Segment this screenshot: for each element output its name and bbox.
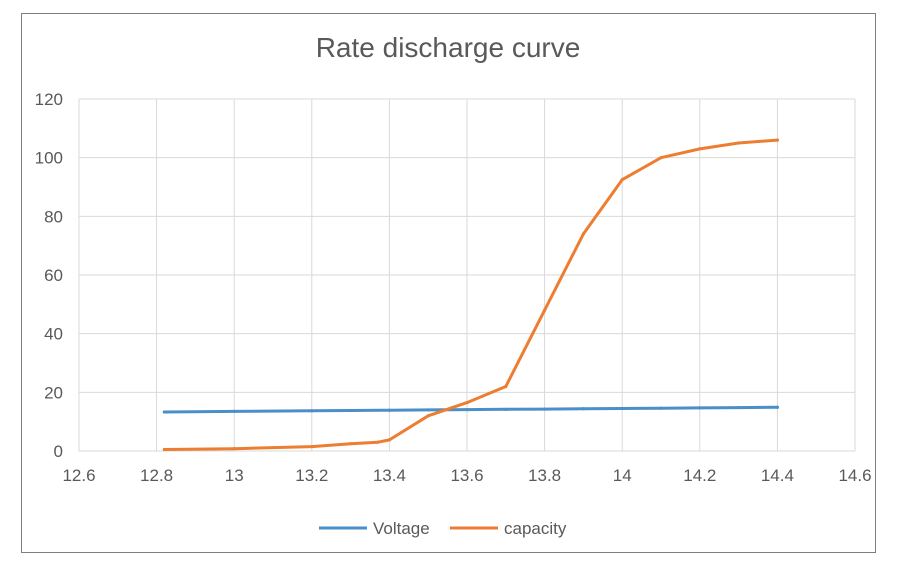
chart-frame: Rate discharge curve 12.6 12.8 13 13.2 13.4 1… bbox=[21, 13, 876, 553]
x-tick-label: 13.6 bbox=[450, 466, 483, 485]
x-tick-label: 14.2 bbox=[683, 466, 716, 485]
y-tick-label: 40 bbox=[44, 325, 63, 344]
data-point bbox=[426, 414, 430, 418]
series-capacity bbox=[162, 138, 780, 452]
data-point bbox=[504, 407, 508, 411]
data-point bbox=[659, 156, 663, 160]
y-tick-label: 100 bbox=[35, 149, 63, 168]
data-point bbox=[310, 409, 314, 413]
y-tick-label: 0 bbox=[54, 442, 63, 461]
x-tick-label: 14.4 bbox=[761, 466, 794, 485]
data-point bbox=[775, 138, 780, 142]
data-point bbox=[698, 406, 702, 410]
series-voltage bbox=[162, 405, 780, 414]
tick-layer: 12.6 12.8 13 13.2 13.4 13.6 13.8 14 14.2 14.4 14.6… bbox=[35, 90, 872, 485]
x-tick-label: 14.6 bbox=[838, 466, 871, 485]
data-point bbox=[162, 410, 166, 414]
data-point bbox=[349, 408, 353, 413]
data-point bbox=[698, 147, 702, 151]
series-line-capacity bbox=[162, 138, 779, 451]
data-point bbox=[465, 401, 469, 405]
data-point bbox=[581, 232, 586, 236]
x-tick-label: 12.6 bbox=[62, 466, 95, 485]
data-point bbox=[349, 442, 353, 446]
x-tick-label: 14 bbox=[613, 466, 632, 485]
x-tick-label: 13 bbox=[225, 466, 244, 485]
x-tick-label: 13.2 bbox=[295, 466, 328, 485]
legend-item-voltage: Voltage bbox=[319, 519, 430, 538]
series-line-voltage bbox=[162, 405, 779, 414]
data-point bbox=[775, 405, 780, 409]
data-point bbox=[543, 407, 547, 411]
series-layer bbox=[162, 138, 780, 452]
data-point bbox=[426, 408, 430, 412]
y-tick-label: 60 bbox=[44, 266, 63, 285]
grid-layer bbox=[78, 98, 856, 452]
data-point bbox=[737, 141, 741, 145]
data-point bbox=[387, 438, 391, 442]
data-point bbox=[504, 384, 508, 389]
data-point bbox=[543, 308, 547, 312]
data-point bbox=[737, 405, 741, 410]
data-point bbox=[376, 440, 380, 444]
x-tick-label: 13.4 bbox=[373, 466, 406, 485]
y-tick-label: 120 bbox=[35, 90, 63, 109]
data-point bbox=[387, 408, 391, 412]
data-point bbox=[310, 445, 314, 449]
legend-item-capacity: capacity bbox=[450, 519, 567, 538]
legend-label: capacity bbox=[504, 519, 567, 538]
data-point bbox=[232, 447, 236, 451]
data-point bbox=[620, 406, 624, 411]
data-point bbox=[162, 447, 166, 452]
data-point bbox=[581, 407, 586, 411]
data-point bbox=[659, 406, 663, 410]
data-point bbox=[620, 178, 624, 182]
y-tick-label: 20 bbox=[44, 383, 63, 402]
x-tick-label: 13.8 bbox=[528, 466, 561, 485]
x-tick-label: 12.8 bbox=[140, 466, 173, 485]
legend-label: Voltage bbox=[373, 519, 430, 538]
data-point bbox=[465, 408, 469, 412]
chart-title: Rate discharge curve bbox=[316, 32, 581, 63]
y-tick-label: 80 bbox=[44, 207, 63, 226]
legend: Voltage capacity bbox=[319, 519, 567, 538]
data-point bbox=[232, 409, 236, 413]
chart-svg: Rate discharge curve 12.6 12.8 13 13.2 13.4 1… bbox=[35, 32, 872, 538]
